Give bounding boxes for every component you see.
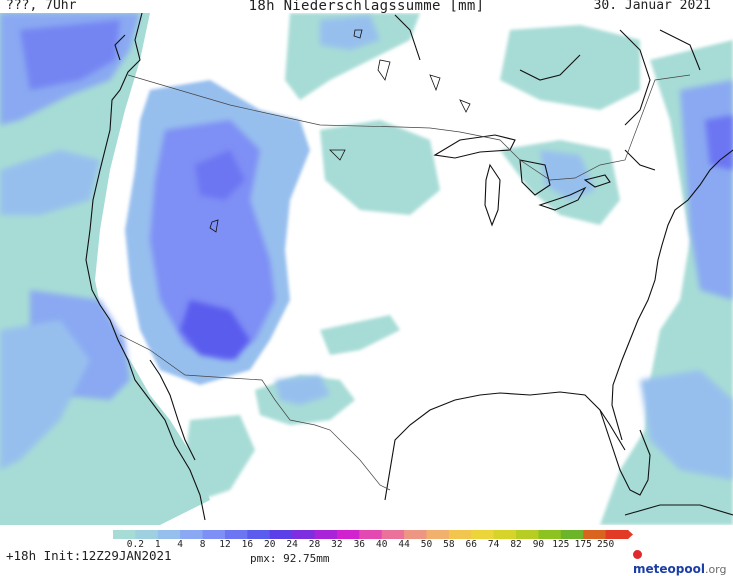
legend-tick-label: 74 (488, 539, 500, 548)
map-title: 18h Niederschlagssumme [mm] (248, 0, 485, 14)
meteopool-logo-icon (633, 550, 642, 559)
pacific-coastline (85, 13, 206, 521)
lake-huron (519, 159, 551, 196)
legend-swatch (560, 530, 584, 539)
legend-swatch (471, 530, 495, 539)
logo-tld: .org (704, 563, 727, 576)
legend-tick-label: 44 (398, 539, 410, 548)
legend-swatch (202, 530, 226, 539)
legend-tick-label: 66 (466, 539, 478, 548)
legend-swatch (426, 530, 450, 539)
legend-swatch (157, 530, 181, 539)
max-precip-label: pmx: 92.75mm (250, 552, 330, 565)
precip-area-southern-plains (320, 315, 400, 355)
legend-swatch (605, 530, 629, 539)
legend-tick-label: 20 (264, 539, 276, 548)
legend-tick-label: 1 (155, 539, 161, 548)
us-canada-border (127, 74, 691, 181)
legend-swatch (336, 530, 360, 539)
legend-tick-label: 28 (309, 539, 321, 548)
legend-tick-label: 90 (533, 539, 545, 548)
legend-swatch (381, 530, 405, 539)
legend-tick-label: 24 (286, 539, 298, 548)
forecast-time-label: ???, 7Uhr (6, 0, 77, 13)
legend-swatch (269, 530, 293, 539)
forecast-date: 30. Januar 2021 (593, 0, 711, 13)
legend-swatch (359, 530, 383, 539)
lake-ontario (583, 174, 611, 188)
precip-area-canada-east (500, 25, 640, 110)
color-scale-legend: 0.2 1 4 8 12 16 20 24 28 32 36 40 44 50 58 66 74 82 90 125 1… (113, 530, 633, 548)
legend-tick-label: 12 (219, 539, 230, 548)
meteopool-logo[interactable]: meteopool.org (633, 548, 733, 576)
political-borders (119, 74, 691, 491)
legend-tick-label: 50 (421, 539, 433, 548)
atlantic-coastline (611, 149, 733, 441)
legend-tick-label: 4 (177, 539, 183, 548)
legend-swatch (404, 530, 427, 539)
legend-tick-label: 125 (552, 539, 569, 548)
small-lakes (209, 29, 471, 233)
legend-swatch (224, 530, 248, 539)
legend-tick-label: 58 (443, 539, 455, 548)
precip-area-north (285, 13, 420, 100)
legend-swatch (516, 530, 539, 539)
legend-tick-label: 175 (575, 539, 592, 548)
legend-tick-label: 0.2 (127, 539, 144, 548)
legend-swatch (583, 530, 607, 539)
legend-tick-label: 16 (242, 539, 254, 548)
lake-superior (433, 134, 516, 159)
lake-erie (538, 186, 587, 211)
florida-coastline (599, 409, 651, 496)
legend-arrow (628, 530, 633, 539)
init-time-label: +18h Init:12Z29JAN2021 (6, 548, 172, 563)
lake-michigan (484, 163, 501, 227)
legend-swatch (292, 530, 316, 539)
gulf-coastline (384, 391, 626, 501)
legend-swatch (247, 530, 271, 539)
cuba-coastline (624, 504, 733, 516)
legend-tick-label: 82 (510, 539, 521, 548)
legend-tick-label: 250 (597, 539, 614, 548)
legend-swatch (180, 530, 204, 539)
legend-tick-label: 40 (376, 539, 388, 548)
legend-swatch (314, 530, 338, 539)
legend-swatch (538, 530, 562, 539)
legend-tick-label: 8 (200, 539, 206, 548)
legend-tick-label: 36 (354, 539, 366, 548)
legend-swatch (448, 530, 472, 539)
logo-name: meteopool (633, 562, 705, 576)
legend-swatch (113, 530, 136, 539)
coastlines-and-borders (85, 13, 733, 521)
legend-tick-label: 32 (331, 539, 342, 548)
legend-swatch (135, 530, 159, 539)
precipitation-field (0, 13, 733, 525)
precipitation-map (0, 13, 733, 525)
legend-swatch (493, 530, 517, 539)
us-mexico-border (119, 334, 391, 491)
